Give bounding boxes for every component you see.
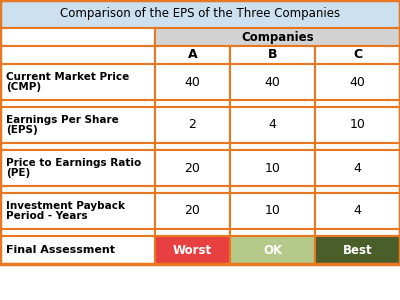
Text: Investment Payback: Investment Payback bbox=[6, 201, 125, 211]
Text: Final Assessment: Final Assessment bbox=[6, 245, 115, 255]
Text: 40: 40 bbox=[184, 76, 200, 88]
Text: 4: 4 bbox=[354, 161, 362, 175]
Bar bbox=[315, 236, 400, 264]
Bar bbox=[0, 64, 155, 100]
Bar bbox=[230, 150, 315, 186]
Bar bbox=[0, 150, 155, 186]
Text: OK: OK bbox=[263, 244, 282, 256]
Text: 4: 4 bbox=[268, 118, 276, 131]
Bar bbox=[230, 64, 315, 100]
Bar bbox=[230, 236, 315, 264]
Bar bbox=[230, 186, 315, 193]
Bar bbox=[155, 46, 230, 64]
Text: Best: Best bbox=[343, 244, 372, 256]
Text: Comparison of the EPS of the Three Companies: Comparison of the EPS of the Three Compa… bbox=[60, 8, 340, 20]
Bar bbox=[315, 229, 400, 236]
Bar bbox=[155, 186, 230, 193]
Bar bbox=[315, 100, 400, 107]
Text: (PE): (PE) bbox=[6, 168, 30, 178]
Text: 40: 40 bbox=[264, 76, 280, 88]
Text: C: C bbox=[353, 49, 362, 62]
Text: 40: 40 bbox=[350, 76, 366, 88]
Bar bbox=[230, 229, 315, 236]
Bar bbox=[315, 186, 400, 193]
Bar bbox=[230, 143, 315, 150]
Text: B: B bbox=[268, 49, 277, 62]
Text: A: A bbox=[188, 49, 197, 62]
Bar bbox=[315, 46, 400, 64]
Text: 20: 20 bbox=[184, 161, 200, 175]
Bar bbox=[0, 193, 155, 229]
Text: (CMP): (CMP) bbox=[6, 82, 41, 92]
Bar bbox=[315, 193, 400, 229]
Text: 10: 10 bbox=[264, 161, 280, 175]
Bar bbox=[230, 100, 315, 107]
Bar bbox=[155, 150, 230, 186]
Bar bbox=[0, 0, 400, 264]
Text: (EPS): (EPS) bbox=[6, 125, 38, 135]
Text: Period - Years: Period - Years bbox=[6, 211, 88, 221]
Bar bbox=[0, 100, 155, 107]
Bar bbox=[155, 107, 230, 143]
Text: Earnings Per Share: Earnings Per Share bbox=[6, 115, 119, 125]
Bar bbox=[155, 143, 230, 150]
Text: Companies: Companies bbox=[241, 31, 314, 44]
Text: 4: 4 bbox=[354, 205, 362, 218]
Bar bbox=[230, 107, 315, 143]
Bar bbox=[155, 193, 230, 229]
Bar bbox=[0, 229, 155, 236]
Bar bbox=[155, 64, 230, 100]
Bar bbox=[315, 107, 400, 143]
Bar bbox=[0, 46, 155, 64]
Text: Worst: Worst bbox=[173, 244, 212, 256]
Bar bbox=[0, 0, 400, 28]
Bar bbox=[315, 64, 400, 100]
Text: Current Market Price: Current Market Price bbox=[6, 72, 129, 82]
Text: Price to Earnings Ratio: Price to Earnings Ratio bbox=[6, 158, 141, 168]
Bar bbox=[0, 186, 155, 193]
Bar bbox=[315, 143, 400, 150]
Text: 10: 10 bbox=[264, 205, 280, 218]
Bar bbox=[155, 229, 230, 236]
Bar bbox=[230, 193, 315, 229]
Bar bbox=[0, 107, 155, 143]
Bar bbox=[0, 143, 155, 150]
Bar bbox=[230, 46, 315, 64]
Text: 2: 2 bbox=[188, 118, 196, 131]
Text: 20: 20 bbox=[184, 205, 200, 218]
Bar bbox=[155, 236, 230, 264]
Bar bbox=[155, 100, 230, 107]
Bar bbox=[0, 28, 155, 46]
Text: 10: 10 bbox=[350, 118, 366, 131]
Bar bbox=[0, 236, 155, 264]
Bar bbox=[315, 150, 400, 186]
Bar bbox=[155, 28, 400, 46]
